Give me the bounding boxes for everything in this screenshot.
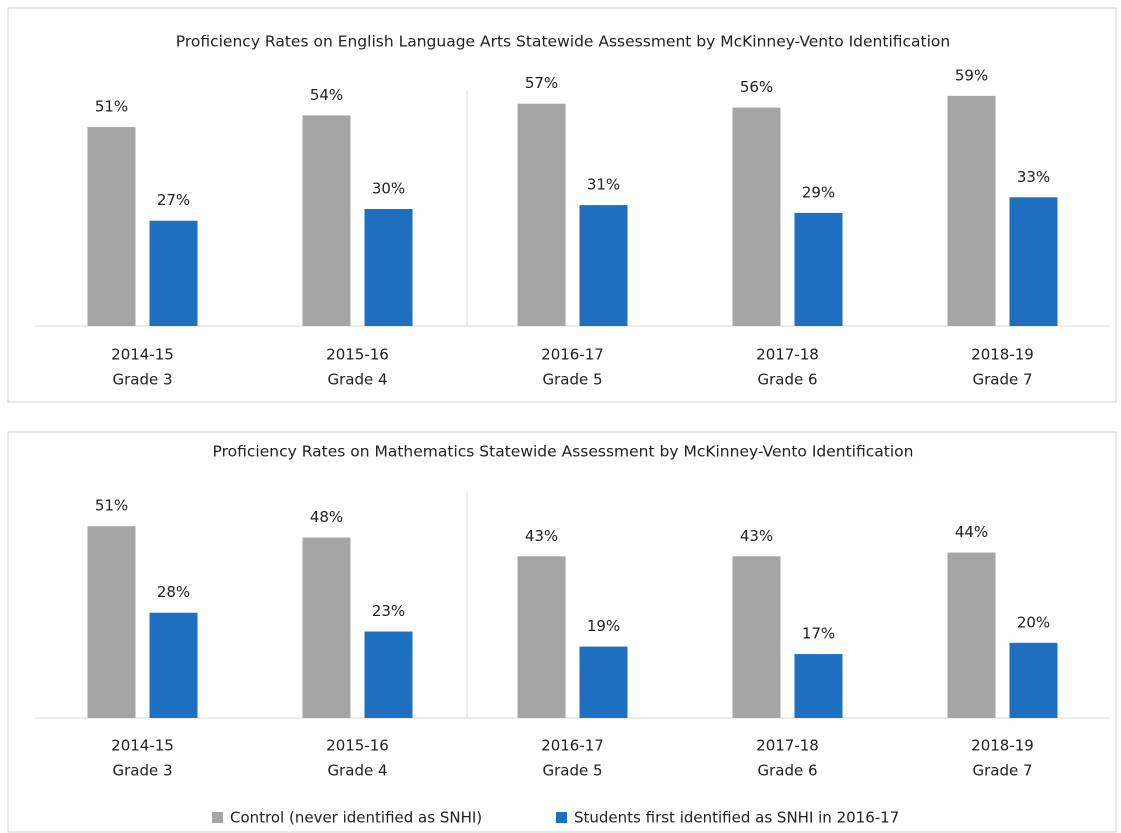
x-tick-label: Grade 5 — [542, 762, 602, 780]
bar — [149, 612, 198, 718]
data-label: 27% — [157, 191, 190, 209]
bar — [87, 127, 136, 326]
bar — [517, 556, 566, 718]
x-tick-label: 2015-16 — [326, 737, 389, 755]
bar — [947, 552, 996, 718]
data-label: 57% — [525, 74, 558, 92]
x-tick-label: Grade 3 — [112, 371, 172, 389]
bar — [794, 212, 843, 326]
data-label: 59% — [955, 66, 988, 84]
data-label: 19% — [587, 617, 620, 635]
bar — [149, 220, 198, 326]
data-label: 56% — [740, 78, 773, 96]
bar — [302, 537, 351, 718]
x-tick-label: Grade 5 — [542, 371, 602, 389]
x-tick-label: Grade 6 — [757, 371, 817, 389]
bar — [364, 631, 413, 718]
bar — [732, 107, 781, 326]
data-label: 31% — [587, 176, 620, 194]
bar — [364, 209, 413, 326]
x-tick-label: 2017-18 — [756, 737, 819, 755]
chart-title: Proficiency Rates on Mathematics Statewi… — [213, 443, 914, 461]
data-label: 44% — [955, 523, 988, 541]
bar — [1009, 642, 1058, 718]
data-label: 43% — [525, 527, 558, 545]
data-label: 28% — [157, 583, 190, 601]
bar — [302, 115, 351, 327]
data-label: 51% — [95, 497, 128, 515]
x-tick-label: 2014-15 — [111, 737, 174, 755]
data-label: 17% — [802, 625, 835, 643]
data-label: 48% — [310, 508, 343, 526]
x-tick-label: 2016-17 — [541, 346, 604, 364]
x-tick-label: Grade 7 — [972, 762, 1032, 780]
x-tick-label: 2018-19 — [971, 346, 1034, 364]
bar — [87, 526, 136, 718]
bar — [517, 103, 566, 326]
data-label: 51% — [95, 98, 128, 116]
x-tick-label: 2017-18 — [756, 346, 819, 364]
bar — [579, 205, 628, 326]
data-label: 54% — [310, 86, 343, 104]
data-label: 43% — [740, 527, 773, 545]
bar — [794, 654, 843, 718]
x-tick-label: 2014-15 — [111, 346, 174, 364]
data-label: 23% — [372, 602, 405, 620]
legend-swatch — [556, 812, 567, 823]
x-tick-label: 2018-19 — [971, 737, 1034, 755]
legend-swatch — [212, 812, 223, 823]
x-tick-label: Grade 6 — [757, 762, 817, 780]
bar — [579, 646, 628, 718]
legend-label: Control (never identified as SNHI) — [230, 809, 482, 827]
data-label: 30% — [372, 180, 405, 198]
bar — [732, 556, 781, 718]
x-tick-label: 2015-16 — [326, 346, 389, 364]
bar — [947, 95, 996, 327]
x-tick-label: Grade 4 — [327, 762, 387, 780]
data-label: 20% — [1017, 613, 1050, 631]
data-label: 33% — [1017, 168, 1050, 186]
x-tick-label: Grade 4 — [327, 371, 387, 389]
legend-label: Students first identified as SNHI in 201… — [574, 809, 899, 827]
chart-title: Proficiency Rates on English Language Ar… — [176, 33, 950, 51]
x-tick-label: 2016-17 — [541, 737, 604, 755]
bar — [1009, 197, 1058, 326]
x-tick-label: Grade 3 — [112, 762, 172, 780]
x-tick-label: Grade 7 — [972, 371, 1032, 389]
data-label: 29% — [802, 183, 835, 201]
